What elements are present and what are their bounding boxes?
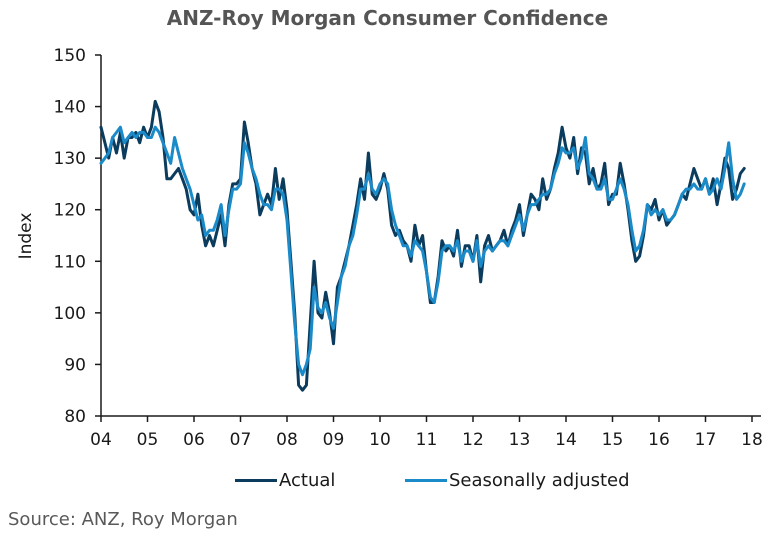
x-tick-label: 08 (276, 430, 298, 450)
series-line (99, 125, 746, 377)
x-tick-label: 04 (90, 430, 112, 450)
x-tick-label: 12 (462, 430, 484, 450)
x-axis: 04 05 06 07 08 09 10 11 12 13 14 15 16 17 18 (90, 415, 763, 450)
x-tick-label: 18 (741, 430, 763, 450)
legend-item-actual: Actual (235, 470, 335, 491)
x-tick-label: 14 (555, 430, 577, 450)
x-tick-label: 10 (369, 430, 391, 450)
series-seasonally-adjusted (99, 125, 746, 377)
series-layer (99, 99, 746, 392)
source-note: Source: ANZ, Roy Morgan (8, 509, 238, 530)
y-tick-label: 140 (54, 98, 86, 118)
x-tick-label: 06 (183, 430, 205, 450)
x-tick-label: 05 (137, 430, 159, 450)
y-tick-label: 90 (64, 355, 86, 375)
y-tick-label: 130 (54, 149, 86, 169)
chart-title: ANZ-Roy Morgan Consumer Confidence (166, 6, 609, 30)
legend-label-actual: Actual (279, 470, 336, 491)
y-tick-label: 120 (54, 201, 86, 221)
y-tick-label: 110 (54, 252, 86, 272)
legend-item-seasonally-adjusted: Seasonally adjusted (405, 470, 630, 491)
x-tick-label: 13 (509, 430, 531, 450)
y-axis: 80 90 100 110 120 130 140 150 (54, 46, 102, 427)
x-tick-label: 09 (323, 430, 345, 450)
x-tick-label: 11 (416, 430, 438, 450)
legend-swatch-seasonally-adjusted (405, 479, 447, 482)
y-tick-label: 150 (54, 46, 86, 66)
y-axis-title: Index (16, 213, 36, 260)
x-tick-label: 17 (695, 430, 717, 450)
x-tick-label: 15 (602, 430, 624, 450)
y-tick-label: 80 (64, 407, 86, 427)
series-actual (99, 99, 746, 392)
y-tick-label: 100 (54, 304, 86, 324)
x-tick-label: 16 (648, 430, 670, 450)
legend-label-seasonally-adjusted: Seasonally adjusted (449, 470, 630, 491)
series-line (99, 99, 746, 392)
legend-swatch-actual (235, 479, 277, 482)
x-tick-label: 07 (230, 430, 252, 450)
legend: Actual Seasonally adjusted (0, 470, 775, 494)
